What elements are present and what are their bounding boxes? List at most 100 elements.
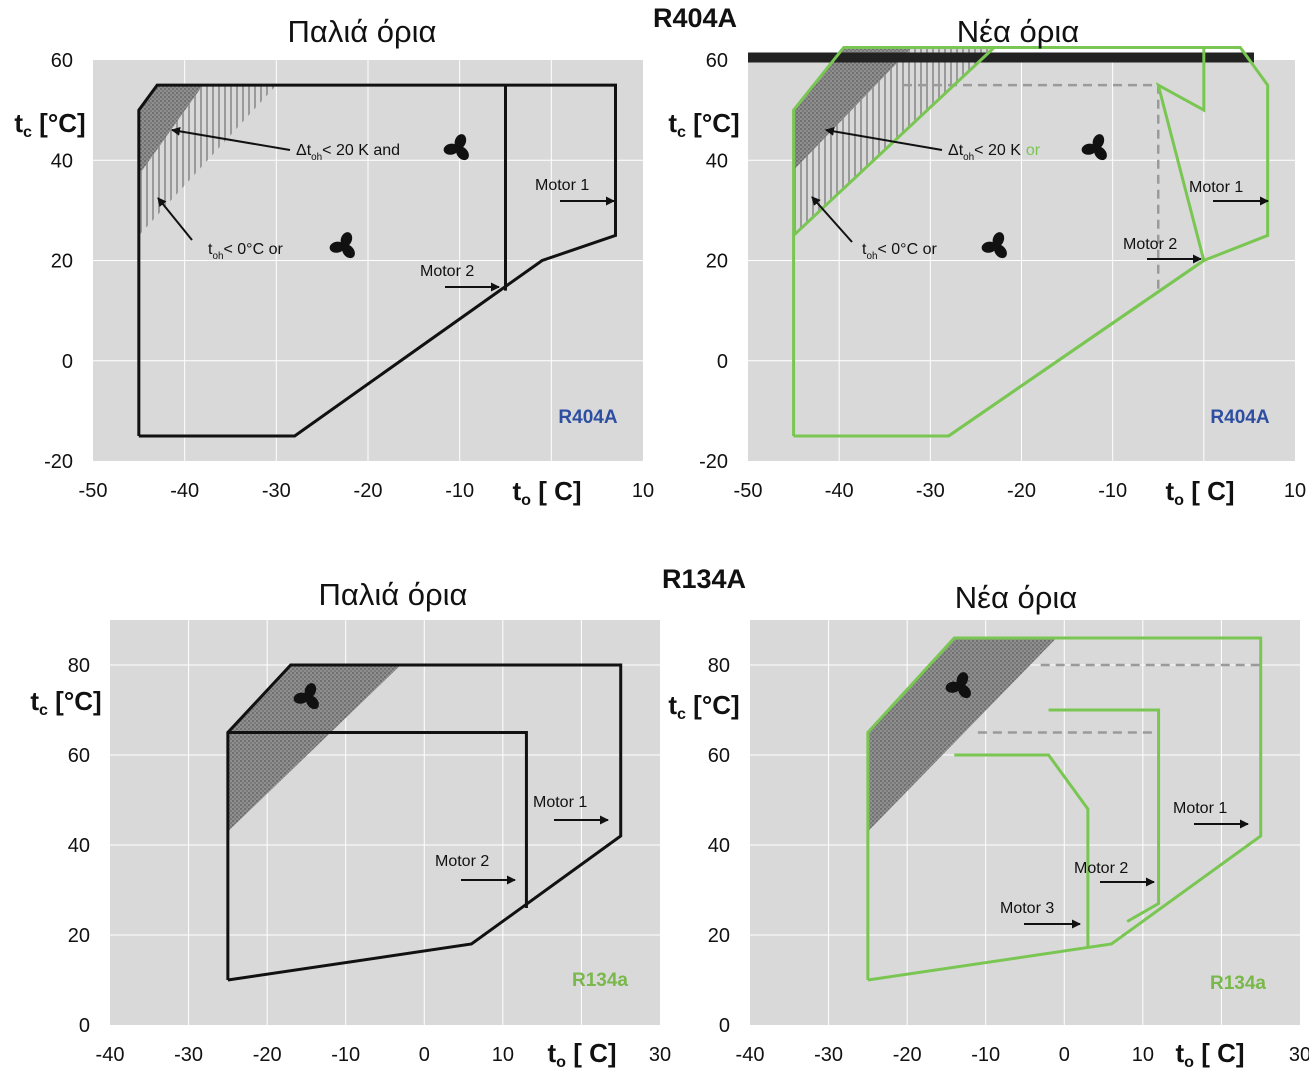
x-tick-label: -10	[331, 1044, 360, 1066]
panel-title: Παλιά όρια	[288, 14, 437, 49]
y-axis-label: tc [°C]	[668, 690, 739, 723]
chart-r404a-old-limits: -50 -40 -30 -20 -10 10 -20 0 20 40 60 Παλιά όρια tc …	[14, 14, 654, 509]
refrigerant-label: R404A	[1210, 407, 1269, 428]
annotation-arrow	[157, 197, 193, 241]
annotation-text: toh< 0°C or	[208, 241, 283, 262]
annotation-arrow	[811, 196, 853, 243]
x-tick-label: -20	[354, 480, 383, 502]
envelope-motor-1	[137, 83, 617, 438]
x-tick-label: -50	[79, 480, 108, 502]
y-tick-label: 20	[706, 251, 728, 273]
refrigerant-label: R134a	[572, 970, 628, 991]
chart-r134a-old-limits: -40 -30 -20 -10 0 10 30 0 20 40 60 80 Παλιά όρια tc […	[30, 577, 671, 1071]
panel-title: Νέα όρια	[955, 580, 1078, 615]
motor-label: Motor 1	[1189, 179, 1243, 196]
y-tick-label: 60	[706, 50, 728, 72]
y-tick-label: 40	[708, 835, 730, 857]
x-tick-label: 10	[632, 480, 654, 502]
x-axis-label: to [ C]	[547, 1038, 616, 1071]
envelope-motor-3	[954, 753, 1090, 949]
hatched-zone	[138, 85, 277, 236]
x-tick-label: -10	[971, 1044, 1000, 1066]
y-tick-label: 40	[68, 835, 90, 857]
y-tick-label: 60	[708, 745, 730, 767]
y-tick-label: 0	[717, 351, 728, 373]
x-tick-label: 30	[649, 1044, 671, 1066]
fan-icon	[329, 232, 355, 259]
y-tick-label: -20	[44, 451, 73, 473]
dotted-zone	[867, 638, 1057, 832]
refrigerant-label: R404A	[558, 407, 617, 428]
x-tick-label: -30	[916, 480, 945, 502]
x-tick-label: -10	[1098, 480, 1127, 502]
x-tick-label: -30	[814, 1044, 843, 1066]
panel-title: Παλιά όρια	[319, 577, 468, 612]
x-tick-label: -20	[893, 1044, 922, 1066]
x-tick-label: -40	[736, 1044, 765, 1066]
x-axis-label: to [ C]	[1165, 476, 1234, 509]
dotted-zone	[793, 47, 913, 171]
section-title-r134a: R134A	[662, 564, 746, 594]
annotation-text: toh< 0°C or	[862, 241, 937, 262]
y-tick-label: 0	[62, 351, 73, 373]
envelope-motor-2	[1048, 708, 1161, 923]
y-tick-label: 20	[68, 925, 90, 947]
y-tick-label: 20	[51, 251, 73, 273]
y-tick-label: 40	[51, 150, 73, 172]
x-tick-label: 10	[1284, 480, 1306, 502]
motor-label: Motor 2	[435, 853, 489, 870]
x-tick-label: -50	[734, 480, 763, 502]
envelope-motor-1	[866, 636, 1263, 982]
chart-r134a-new-limits: -40 -30 -20 -10 0 10 30 0 20 40 60 80 Νέα όρια tc [°C…	[668, 580, 1309, 1071]
motor-label: Motor 2	[1074, 860, 1128, 877]
motor-label: Motor 2	[1123, 236, 1177, 253]
y-axis-label: tc [°C]	[668, 108, 739, 141]
x-tick-label: 10	[1132, 1044, 1154, 1066]
x-tick-label: -30	[262, 480, 291, 502]
motor-label: Motor 3	[1000, 900, 1054, 917]
fan-icon	[981, 232, 1007, 259]
section-title-r404a: R404A	[653, 3, 737, 33]
y-tick-label: 40	[706, 150, 728, 172]
x-tick-label: 10	[492, 1044, 514, 1066]
plot-area	[750, 620, 1300, 1025]
annotation-arrow	[171, 126, 291, 151]
motor-label: Motor 1	[1173, 800, 1227, 817]
x-tick-label: -30	[174, 1044, 203, 1066]
fan-icon	[1081, 134, 1107, 161]
y-tick-label: 60	[68, 745, 90, 767]
y-tick-label: 60	[51, 50, 73, 72]
y-tick-label: 0	[79, 1015, 90, 1037]
envelope-motor-2	[792, 45, 1206, 438]
y-tick-label: 20	[708, 925, 730, 947]
x-tick-label: -20	[253, 1044, 282, 1066]
x-tick-label: -10	[445, 480, 474, 502]
dotted-zone	[227, 665, 401, 832]
x-tick-label: -20	[1007, 480, 1036, 502]
x-axis-label: to [ C]	[1175, 1038, 1244, 1071]
x-tick-label: 30	[1289, 1044, 1309, 1066]
motor-label: Motor 1	[533, 794, 587, 811]
motor-label: Motor 2	[420, 263, 474, 280]
motor-label: Motor 1	[535, 177, 589, 194]
panel-title: Νέα όρια	[957, 14, 1080, 49]
refrigerant-label: R134a	[1210, 973, 1266, 994]
x-tick-label: -40	[170, 480, 199, 502]
x-tick-label: 0	[1059, 1044, 1070, 1066]
x-tick-label: -40	[825, 480, 854, 502]
y-axis-label: tc [°C]	[14, 108, 85, 141]
plot-area	[110, 620, 660, 1025]
x-tick-label: -40	[96, 1044, 125, 1066]
annotation-text: Δtoh< 20 K and	[296, 142, 400, 163]
y-axis-label: tc [°C]	[30, 686, 101, 719]
x-axis-label: to [ C]	[512, 476, 581, 509]
fan-icon	[945, 672, 971, 699]
y-tick-label: 80	[708, 655, 730, 677]
fan-icon	[443, 134, 469, 161]
y-tick-label: 80	[68, 655, 90, 677]
old-limit-bar	[748, 52, 1254, 63]
annotation-arrow	[825, 126, 943, 151]
envelope-motor-2	[227, 731, 528, 908]
